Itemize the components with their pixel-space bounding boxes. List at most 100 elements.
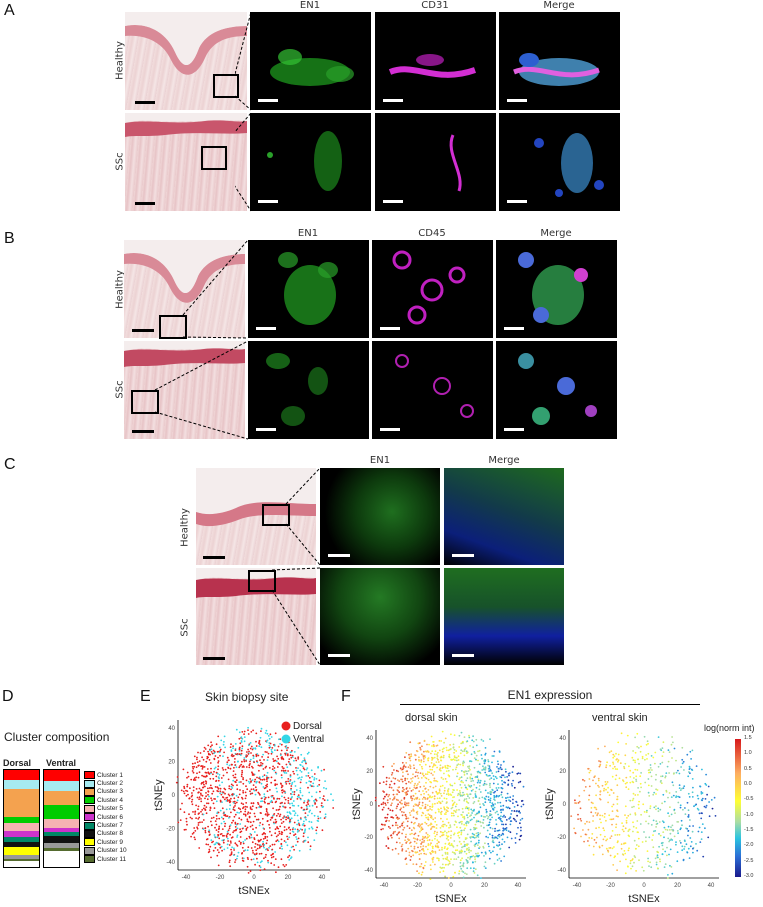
cell-point xyxy=(420,777,423,779)
ventral-segment-5 xyxy=(44,819,79,829)
cell-point xyxy=(611,805,613,808)
cell-point xyxy=(448,842,451,845)
cell-point xyxy=(258,806,261,809)
cell-point xyxy=(197,808,199,811)
cell-point xyxy=(484,768,487,771)
cell-point xyxy=(518,810,521,813)
cell-point xyxy=(320,804,323,807)
cell-point xyxy=(440,867,443,870)
cell-point xyxy=(200,794,202,796)
cell-point xyxy=(305,804,308,807)
cell-point xyxy=(192,789,195,792)
cell-point xyxy=(424,788,427,790)
cell-point xyxy=(303,768,306,771)
cell-point xyxy=(451,851,454,853)
cell-point xyxy=(249,807,252,810)
cell-point xyxy=(588,837,591,839)
cell-point xyxy=(592,853,595,856)
cell-point xyxy=(704,798,707,800)
cell-point xyxy=(382,828,384,830)
cell-point xyxy=(250,781,252,783)
cell-point xyxy=(502,804,505,807)
cell-point xyxy=(395,793,398,796)
cell-point xyxy=(415,750,418,752)
cell-point xyxy=(217,864,220,867)
cell-point xyxy=(500,805,502,808)
cell-point xyxy=(252,788,255,790)
ventral-segment-2 xyxy=(44,780,79,792)
cell-point xyxy=(469,856,472,858)
cell-point xyxy=(299,769,302,772)
cell-point xyxy=(624,805,627,808)
cell-point xyxy=(266,814,269,816)
cell-point xyxy=(412,816,415,819)
cell-point xyxy=(513,786,516,789)
cell-point xyxy=(434,802,436,805)
cell-point xyxy=(199,792,202,795)
cell-point xyxy=(511,809,513,812)
cell-point xyxy=(465,770,468,773)
cell-point xyxy=(696,807,699,810)
cell-point xyxy=(520,805,523,808)
cell-point xyxy=(290,817,293,820)
cell-point xyxy=(421,767,424,770)
cell-point xyxy=(243,730,246,733)
panel-a-healthy-inset-box xyxy=(213,74,239,98)
cell-point xyxy=(305,768,308,771)
cell-point xyxy=(266,790,269,793)
cell-point xyxy=(631,865,634,868)
cell-point xyxy=(293,780,296,783)
cell-point xyxy=(425,781,427,784)
cell-point xyxy=(228,861,231,864)
cell-point xyxy=(450,830,453,832)
cell-point xyxy=(391,802,393,805)
cell-point xyxy=(595,782,597,785)
cell-point xyxy=(501,843,503,846)
cell-point xyxy=(267,752,270,755)
cell-point xyxy=(223,735,226,738)
cell-point xyxy=(586,820,588,823)
cell-point xyxy=(254,842,257,845)
cell-point xyxy=(655,826,657,828)
cell-point xyxy=(629,769,632,772)
cell-point xyxy=(471,812,473,814)
cell-point xyxy=(236,784,238,786)
cell-point xyxy=(424,835,427,838)
cell-point xyxy=(475,776,477,778)
cell-point xyxy=(241,796,243,799)
cell-point xyxy=(466,833,469,836)
cell-point xyxy=(497,834,499,837)
cell-point xyxy=(498,751,501,753)
cell-point xyxy=(272,855,275,858)
cell-point xyxy=(438,810,440,813)
cell-point xyxy=(465,848,468,851)
cell-point xyxy=(654,751,657,754)
cell-point xyxy=(232,747,234,750)
cell-point xyxy=(520,826,522,829)
cell-point xyxy=(493,750,496,753)
cell-point xyxy=(494,775,497,778)
cell-point xyxy=(263,828,266,830)
cell-point xyxy=(243,850,245,852)
cell-point xyxy=(616,834,619,836)
cell-point xyxy=(452,812,455,815)
legend-swatch xyxy=(84,821,95,830)
cell-point xyxy=(443,747,445,750)
cell-point xyxy=(516,804,519,807)
legend-marker-dorsal xyxy=(281,721,291,731)
cell-point xyxy=(463,798,466,801)
cell-point xyxy=(471,739,474,742)
x-tick-label: 20 xyxy=(285,875,292,881)
cell-point xyxy=(198,798,200,801)
cell-point xyxy=(506,792,509,795)
cell-point xyxy=(289,775,292,778)
cell-point xyxy=(671,839,673,841)
cell-point xyxy=(287,778,290,780)
cell-point xyxy=(198,760,201,762)
cell-point xyxy=(471,818,473,821)
cell-point xyxy=(250,788,253,791)
cell-point xyxy=(296,795,299,798)
cell-point xyxy=(427,758,429,760)
cell-point xyxy=(270,854,273,857)
cell-point xyxy=(470,753,473,756)
